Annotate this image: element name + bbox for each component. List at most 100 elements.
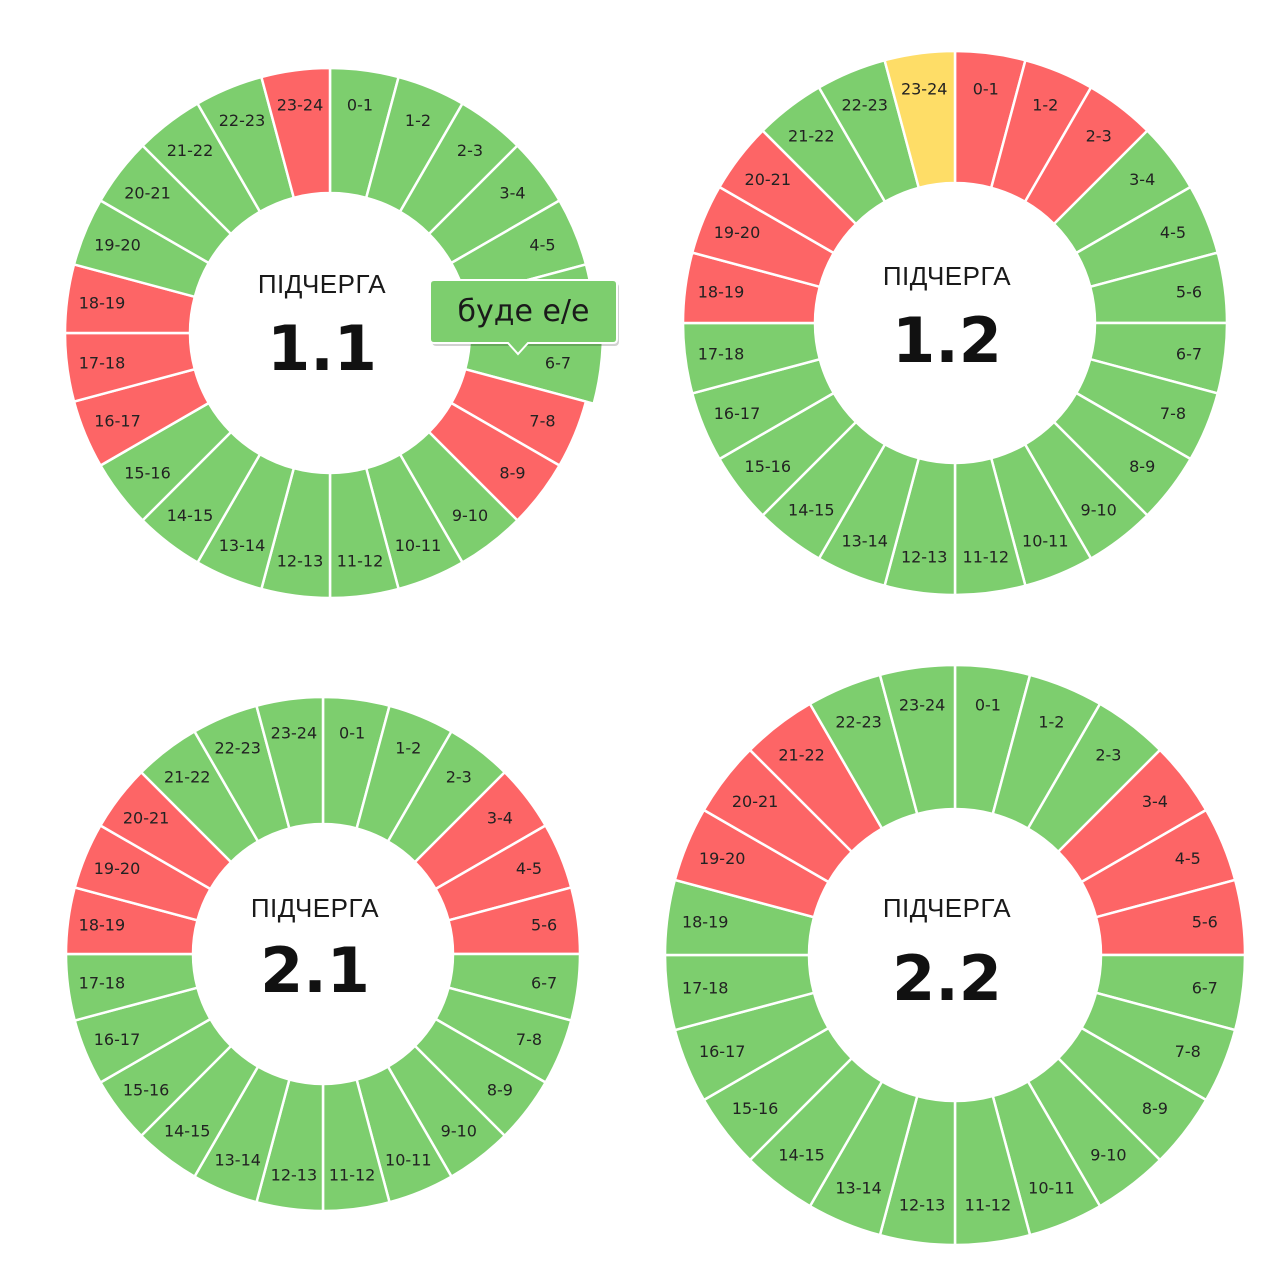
donut-chart-1-2: 0-1 1-2 2-3 3-4 4-5 5-6 6-7 7-8 8-9 9-10 10-11 11-1… bbox=[681, 49, 1229, 597]
tooltip-box bbox=[429, 279, 618, 356]
segment-label-14-15: 14-15 bbox=[788, 501, 835, 520]
segment-label-12-13: 12-13 bbox=[271, 1166, 318, 1185]
center-number: 1.1 bbox=[267, 312, 377, 385]
segment-label-9-10: 9-10 bbox=[1081, 501, 1117, 520]
segment-23-24[interactable] bbox=[878, 663, 957, 816]
tooltip-text: буде е/е bbox=[457, 294, 589, 329]
segment-label-2-3: 2-3 bbox=[446, 768, 472, 787]
segment-label-5-6: 5-6 bbox=[531, 915, 557, 934]
segment-label-6-7: 6-7 bbox=[1192, 978, 1218, 997]
segment-label-16-17: 16-17 bbox=[94, 1030, 141, 1049]
segment-label-21-22: 21-22 bbox=[164, 768, 211, 787]
segment-label-19-20: 19-20 bbox=[94, 236, 141, 255]
segment-label-15-16: 15-16 bbox=[745, 457, 792, 476]
segment-label-4-5: 4-5 bbox=[1175, 849, 1201, 868]
center-label: ПІДЧЕРГА bbox=[251, 893, 379, 923]
segment-label-3-4: 3-4 bbox=[1142, 792, 1168, 811]
donut-chart-1-1: 0-11-22-33-44-55-66-77-88-99-1010-1111-1… bbox=[63, 66, 619, 600]
segment-23-24[interactable] bbox=[259, 66, 332, 200]
segment-label-18-19: 18-19 bbox=[79, 294, 126, 313]
segment-label-1-2: 1-2 bbox=[1032, 96, 1058, 115]
segment-label-8-9: 8-9 bbox=[487, 1080, 513, 1099]
segment-23-24[interactable] bbox=[883, 49, 957, 190]
segment-label-7-8: 7-8 bbox=[1160, 404, 1186, 423]
segment-label-1-2: 1-2 bbox=[395, 739, 421, 758]
center-number: 1.2 bbox=[892, 304, 1002, 377]
segment-label-14-15: 14-15 bbox=[167, 506, 214, 525]
segment-label-9-10: 9-10 bbox=[452, 506, 488, 525]
segment-label-11-12: 11-12 bbox=[329, 1166, 376, 1185]
segment-label-7-8: 7-8 bbox=[1175, 1042, 1201, 1061]
segment-label-10-11: 10-11 bbox=[1022, 532, 1069, 551]
segment-label-17-18: 17-18 bbox=[698, 344, 745, 363]
center-label: ПІДЧЕРГА bbox=[258, 269, 386, 299]
center-label: ПІДЧЕРГА bbox=[883, 893, 1011, 923]
segment-label-14-15: 14-15 bbox=[164, 1121, 211, 1140]
segment-label-22-23: 22-23 bbox=[214, 739, 261, 758]
segment-label-6-7: 6-7 bbox=[545, 354, 571, 373]
segment-23-24[interactable] bbox=[254, 695, 325, 830]
segment-label-0-1: 0-1 bbox=[973, 80, 999, 99]
segment-label-5-6: 5-6 bbox=[1176, 283, 1202, 302]
segment-label-2-3: 2-3 bbox=[1095, 746, 1121, 765]
segment-label-23-24: 23-24 bbox=[901, 80, 948, 99]
center-label: ПІДЧЕРГА bbox=[883, 261, 1011, 291]
segment-label-13-14: 13-14 bbox=[841, 532, 888, 551]
segment-label-12-13: 12-13 bbox=[901, 548, 948, 567]
segment-label-18-19: 18-19 bbox=[698, 283, 745, 302]
segment-label-12-13: 12-13 bbox=[277, 552, 324, 571]
segment-label-20-21: 20-21 bbox=[745, 170, 792, 189]
segment-label-5-6: 5-6 bbox=[1192, 913, 1218, 932]
segment-label-23-24: 23-24 bbox=[277, 96, 324, 115]
segment-label-16-17: 16-17 bbox=[714, 404, 761, 423]
donut-chart-2-2: 0-1 1-2 2-3 3-4 4-5 5-6 6-7 7-8 8-9 9-10 10-11 11-1… bbox=[663, 663, 1247, 1247]
segment-label-7-8: 7-8 bbox=[529, 412, 555, 431]
segment-label-10-11: 10-11 bbox=[385, 1151, 432, 1170]
segment-label-6-7: 6-7 bbox=[1176, 344, 1202, 363]
segment-label-23-24: 23-24 bbox=[271, 723, 318, 742]
segment-label-3-4: 3-4 bbox=[1129, 170, 1155, 189]
segment-label-18-19: 18-19 bbox=[79, 915, 126, 934]
segment-label-16-17: 16-17 bbox=[699, 1042, 746, 1061]
segment-label-21-22: 21-22 bbox=[788, 126, 835, 145]
center-number: 2.1 bbox=[260, 934, 370, 1007]
donut-chart-2-1: 0-1 1-2 2-3 3-4 4-5 5-6 6-7 7-8 8-9 9-10 10-11 11-1… bbox=[64, 695, 582, 1213]
segment-label-9-10: 9-10 bbox=[441, 1121, 477, 1140]
segment-label-17-18: 17-18 bbox=[682, 978, 729, 997]
segment-label-22-23: 22-23 bbox=[841, 96, 888, 115]
segment-label-22-23: 22-23 bbox=[219, 111, 266, 130]
segment-label-8-9: 8-9 bbox=[1129, 457, 1155, 476]
segment-label-0-1: 0-1 bbox=[347, 96, 373, 115]
segment-label-1-2: 1-2 bbox=[405, 111, 431, 130]
segment-label-20-21: 20-21 bbox=[124, 184, 171, 203]
segment-label-4-5: 4-5 bbox=[1160, 223, 1186, 242]
segment-label-18-19: 18-19 bbox=[682, 913, 729, 932]
segment-label-19-20: 19-20 bbox=[94, 859, 141, 878]
segment-label-15-16: 15-16 bbox=[123, 1080, 170, 1099]
segment-label-17-18: 17-18 bbox=[79, 974, 126, 993]
segment-label-19-20: 19-20 bbox=[714, 223, 761, 242]
segment-label-11-12: 11-12 bbox=[337, 552, 384, 571]
segment-label-4-5: 4-5 bbox=[516, 859, 542, 878]
segment-label-11-12: 11-12 bbox=[963, 548, 1010, 567]
segment-label-13-14: 13-14 bbox=[214, 1151, 261, 1170]
segment-label-15-16: 15-16 bbox=[732, 1099, 779, 1118]
segment-label-22-23: 22-23 bbox=[835, 713, 882, 732]
segment-label-20-21: 20-21 bbox=[732, 792, 779, 811]
segment-label-8-9: 8-9 bbox=[1142, 1099, 1168, 1118]
segment-label-4-5: 4-5 bbox=[529, 236, 555, 255]
segment-label-23-24: 23-24 bbox=[899, 696, 946, 715]
segment-label-9-10: 9-10 bbox=[1090, 1145, 1126, 1164]
segment-label-14-15: 14-15 bbox=[778, 1145, 825, 1164]
segment-label-7-8: 7-8 bbox=[516, 1030, 542, 1049]
segment-label-2-3: 2-3 bbox=[457, 141, 483, 160]
segment-label-0-1: 0-1 bbox=[339, 723, 365, 742]
center-number: 2.2 bbox=[892, 942, 1002, 1015]
segment-label-6-7: 6-7 bbox=[531, 974, 557, 993]
segment-label-19-20: 19-20 bbox=[699, 849, 746, 868]
segment-label-3-4: 3-4 bbox=[499, 184, 525, 203]
segment-label-12-13: 12-13 bbox=[899, 1195, 946, 1214]
segment-label-8-9: 8-9 bbox=[499, 464, 525, 483]
segment-label-21-22: 21-22 bbox=[167, 141, 214, 160]
